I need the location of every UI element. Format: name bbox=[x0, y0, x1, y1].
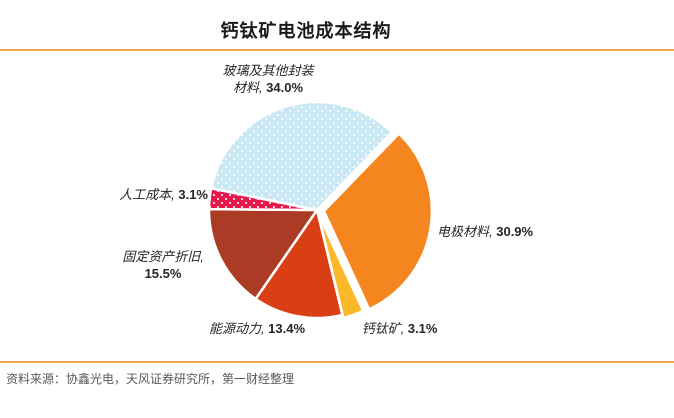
label-depreciation: 固定资产折旧, 15.5% bbox=[103, 248, 223, 282]
label-energy: 能源动力, 13.4% bbox=[208, 321, 306, 336]
pie-slice-electrode bbox=[322, 132, 434, 311]
pie-slice-depreciation bbox=[207, 207, 319, 301]
label-glass-line1: 玻璃及其他封装 bbox=[222, 63, 314, 78]
pie-slice-energy bbox=[254, 208, 344, 320]
pie-chart bbox=[207, 100, 434, 320]
label-glass: 玻璃及其他封装 材料, 34.0% bbox=[193, 62, 343, 96]
label-depreciation-line1: 固定资产折旧, bbox=[122, 249, 204, 264]
pie-slice-perovskite bbox=[316, 211, 365, 320]
pie-chart-area bbox=[192, 85, 442, 335]
source-note: 资料来源：协鑫光电，天风证券研究所，第一财经整理 bbox=[6, 372, 295, 386]
label-labor: 人工成本, 3.1% bbox=[119, 187, 208, 202]
title-underline bbox=[0, 49, 674, 51]
footer-rule bbox=[0, 361, 674, 363]
label-glass-line2: 材料, 34.0% bbox=[232, 80, 304, 95]
page-title: 钙钛矿电池成本结构 bbox=[220, 21, 392, 41]
label-depreciation-line2: 15.5% bbox=[144, 266, 182, 281]
label-perovskite: 钙钛矿, 3.1% bbox=[361, 321, 438, 336]
label-electrode: 电极材料, 30.9% bbox=[437, 224, 534, 239]
pie-slice-glass bbox=[209, 100, 394, 212]
